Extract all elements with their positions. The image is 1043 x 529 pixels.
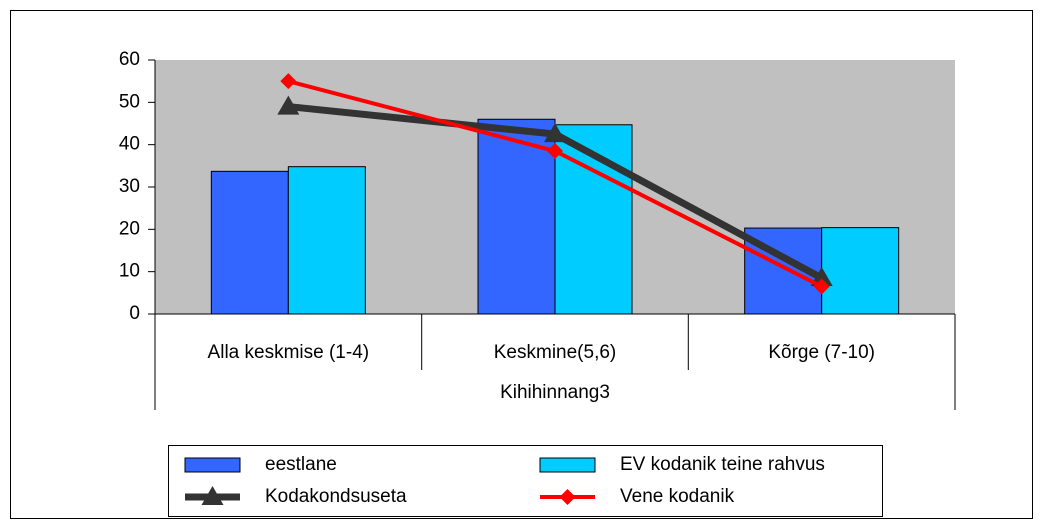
x-tick-label: Kõrge (7-10) <box>768 342 875 363</box>
y-tick-label: 30 <box>119 176 140 197</box>
x-tick-label: Keskmine(5,6) <box>494 342 617 363</box>
y-tick-label: 10 <box>119 261 140 282</box>
legend-marker <box>201 486 224 505</box>
bar <box>210 170 289 315</box>
y-tick-label: 20 <box>119 218 140 239</box>
y-tick-label: 60 <box>119 49 140 70</box>
legend-label: EV kodanik teine rahvus <box>620 454 825 475</box>
bar <box>477 118 556 315</box>
x-tick-label: Alla keskmise (1-4) <box>208 342 370 363</box>
marker <box>813 278 830 295</box>
marker <box>544 123 566 143</box>
legend-label: Kodakondsuseta <box>265 486 407 507</box>
y-tick-label: 50 <box>119 91 140 112</box>
legend-swatch <box>539 457 596 473</box>
y-tick-label: 40 <box>119 134 140 155</box>
x-axis-label: Kihihinnang3 <box>500 382 610 403</box>
marker <box>280 73 297 90</box>
legend-label: Vene kodanik <box>620 486 735 507</box>
marker <box>277 95 300 115</box>
marker <box>547 143 563 160</box>
legend-marker <box>559 489 576 505</box>
bar <box>287 166 366 315</box>
marker <box>810 267 833 287</box>
legend-label: eestlane <box>265 454 337 475</box>
legend-swatch <box>184 457 241 473</box>
y-tick-label: 0 <box>129 303 140 324</box>
bar <box>821 227 900 315</box>
legend <box>168 445 883 517</box>
